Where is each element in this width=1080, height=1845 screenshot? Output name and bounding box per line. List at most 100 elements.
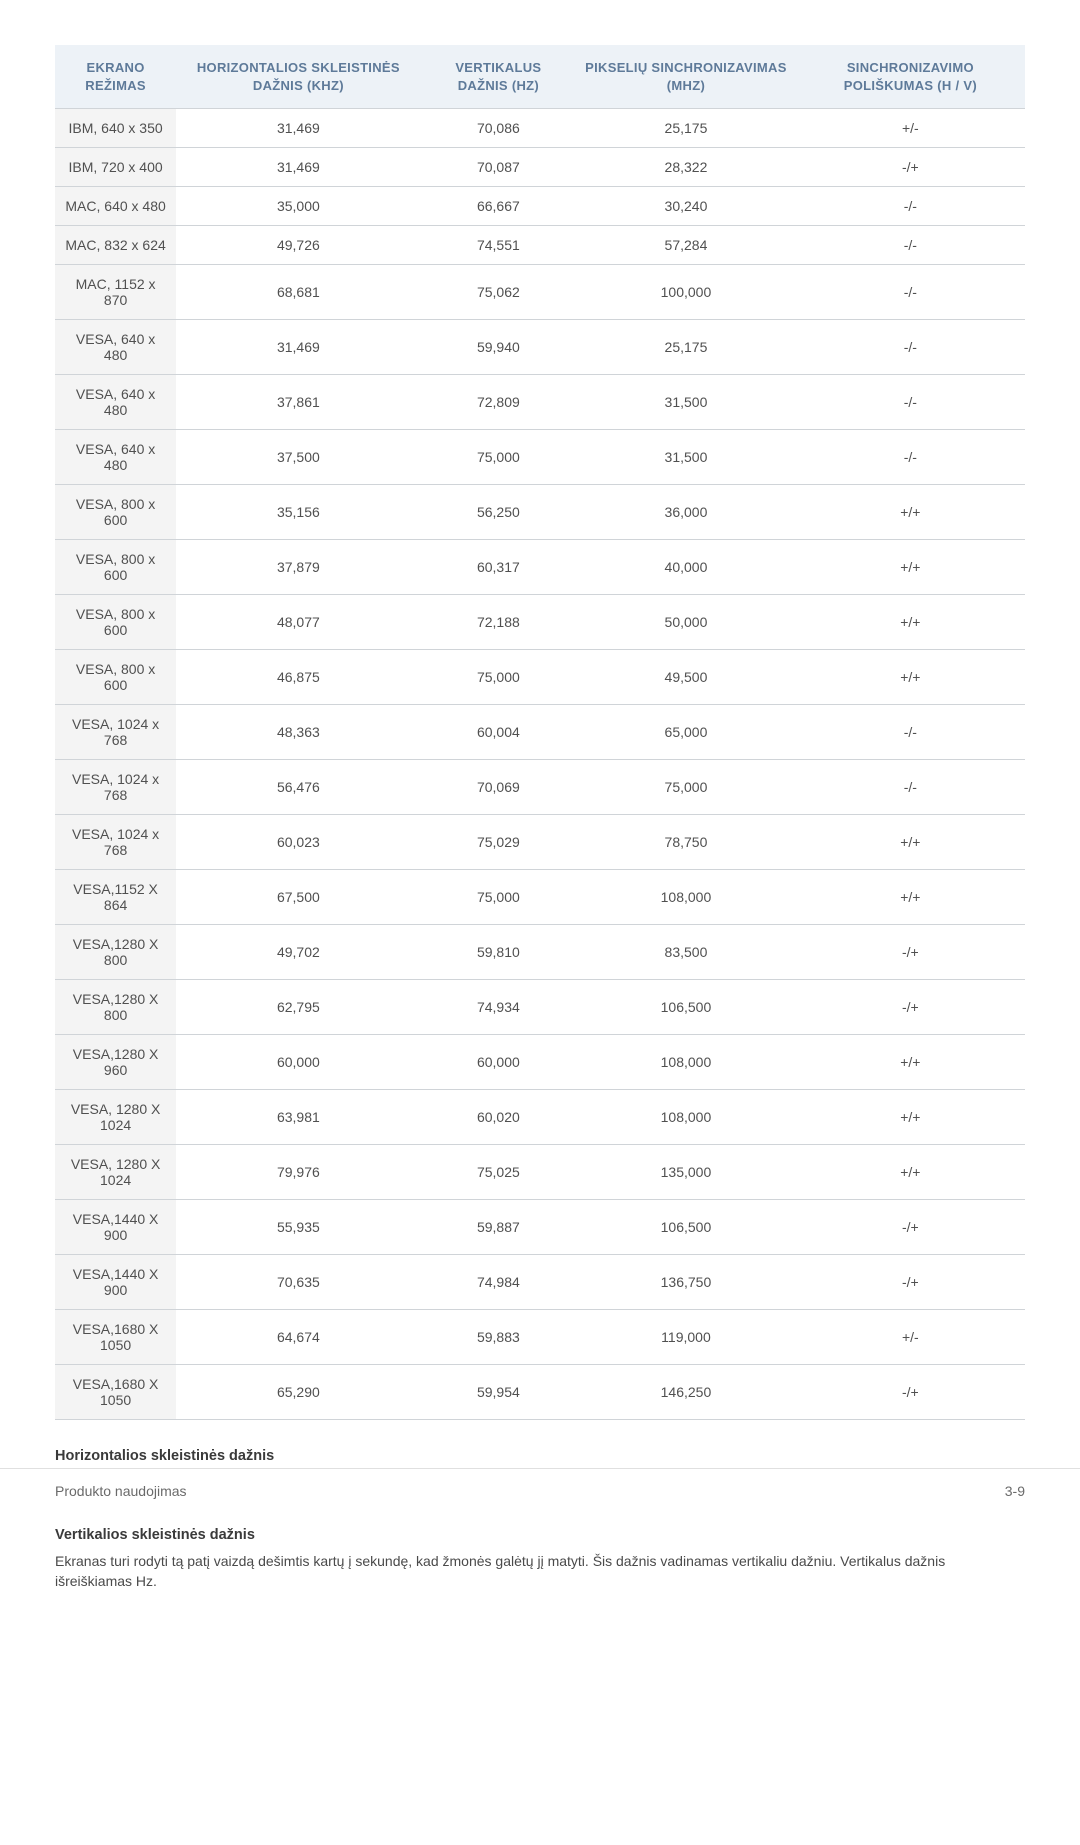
section-title-vertical: Vertikalios skleistinės dažnis [55, 1527, 1025, 1543]
table-cell: 60,004 [421, 705, 577, 760]
table-cell: 59,810 [421, 925, 577, 980]
table-row: VESA,1440 X 90055,93559,887106,500-/+ [55, 1200, 1025, 1255]
table-row: VESA, 1024 x 76860,02375,02978,750+/+ [55, 815, 1025, 870]
table-body: IBM, 640 x 35031,46970,08625,175+/-IBM, … [55, 109, 1025, 1420]
table-cell: -/+ [796, 1200, 1025, 1255]
table-cell: 55,935 [176, 1200, 420, 1255]
table-cell: 57,284 [576, 226, 796, 265]
table-row: IBM, 640 x 35031,46970,08625,175+/- [55, 109, 1025, 148]
table-cell: -/+ [796, 148, 1025, 187]
table-row: VESA, 1280 X 102479,97675,025135,000+/+ [55, 1145, 1025, 1200]
table-cell: 37,879 [176, 540, 420, 595]
table-cell: +/+ [796, 1090, 1025, 1145]
table-cell: 60,000 [176, 1035, 420, 1090]
section-title-horizontal: Horizontalios skleistinės dažnis [55, 1448, 1025, 1464]
table-cell: 74,934 [421, 980, 577, 1035]
table-row: IBM, 720 x 40031,46970,08728,322-/+ [55, 148, 1025, 187]
table-row: VESA, 1024 x 76848,36360,00465,000-/- [55, 705, 1025, 760]
table-cell: 60,000 [421, 1035, 577, 1090]
table-cell: 25,175 [576, 320, 796, 375]
table-cell: -/- [796, 320, 1025, 375]
table-cell: +/+ [796, 595, 1025, 650]
table-cell: 60,020 [421, 1090, 577, 1145]
table-cell: VESA,1280 X 800 [55, 925, 176, 980]
section-body-vertical: Ekranas turi rodyti tą patį vaizdą dešim… [55, 1551, 1025, 1592]
table-row: MAC, 1152 x 87068,68175,062100,000-/- [55, 265, 1025, 320]
table-cell: VESA,1680 X 1050 [55, 1365, 176, 1420]
table-cell: 31,469 [176, 109, 420, 148]
table-cell: -/- [796, 187, 1025, 226]
table-row: VESA, 640 x 48037,86172,80931,500-/- [55, 375, 1025, 430]
table-cell: +/+ [796, 540, 1025, 595]
table-row: VESA,1152 X 86467,50075,000108,000+/+ [55, 870, 1025, 925]
table-row: VESA, 1280 X 102463,98160,020108,000+/+ [55, 1090, 1025, 1145]
table-cell: 48,077 [176, 595, 420, 650]
table-cell: 56,250 [421, 485, 577, 540]
table-cell: 74,984 [421, 1255, 577, 1310]
table-cell: VESA, 800 x 600 [55, 595, 176, 650]
table-cell: 59,887 [421, 1200, 577, 1255]
table-cell: -/- [796, 430, 1025, 485]
table-cell: -/- [796, 226, 1025, 265]
table-cell: VESA, 800 x 600 [55, 485, 176, 540]
table-cell: -/- [796, 705, 1025, 760]
table-row: VESA, 800 x 60035,15656,25036,000+/+ [55, 485, 1025, 540]
table-cell: 37,500 [176, 430, 420, 485]
table-cell: IBM, 640 x 350 [55, 109, 176, 148]
table-cell: 100,000 [576, 265, 796, 320]
table-cell: 108,000 [576, 1035, 796, 1090]
table-cell: 108,000 [576, 870, 796, 925]
table-cell: VESA,1680 X 1050 [55, 1310, 176, 1365]
table-cell: 135,000 [576, 1145, 796, 1200]
table-cell: VESA, 800 x 600 [55, 540, 176, 595]
table-row: VESA, 800 x 60046,87575,00049,500+/+ [55, 650, 1025, 705]
table-cell: 78,750 [576, 815, 796, 870]
table-cell: -/- [796, 375, 1025, 430]
table-cell: +/+ [796, 815, 1025, 870]
table-cell: 72,188 [421, 595, 577, 650]
col-header: PIKSELIŲ SINCHRONIZAVIMAS (MHZ) [576, 45, 796, 109]
table-cell: VESA, 640 x 480 [55, 375, 176, 430]
table-cell: VESA, 1024 x 768 [55, 760, 176, 815]
table-cell: 49,726 [176, 226, 420, 265]
table-cell: 59,954 [421, 1365, 577, 1420]
table-row: VESA,1680 X 105064,67459,883119,000+/- [55, 1310, 1025, 1365]
col-header: SINCHRONIZAVIMO POLIŠKUMAS (H / V) [796, 45, 1025, 109]
table-header: EKRANO REŽIMAS HORIZONTALIOS SKLEISTINĖS… [55, 45, 1025, 109]
table-row: VESA,1680 X 105065,29059,954146,250-/+ [55, 1365, 1025, 1420]
table-row: VESA,1440 X 90070,63574,984136,750-/+ [55, 1255, 1025, 1310]
table-cell: 49,702 [176, 925, 420, 980]
table-cell: VESA, 1024 x 768 [55, 705, 176, 760]
table-cell: 70,086 [421, 109, 577, 148]
page-footer: Produkto naudojimas 3-9 [0, 1468, 1080, 1527]
table-row: VESA, 640 x 48031,46959,94025,175-/- [55, 320, 1025, 375]
table-cell: 106,500 [576, 980, 796, 1035]
table-cell: 70,069 [421, 760, 577, 815]
table-cell: +/+ [796, 1145, 1025, 1200]
table-cell: 31,469 [176, 148, 420, 187]
table-cell: 75,025 [421, 1145, 577, 1200]
table-cell: MAC, 640 x 480 [55, 187, 176, 226]
table-cell: 65,290 [176, 1365, 420, 1420]
timing-table: EKRANO REŽIMAS HORIZONTALIOS SKLEISTINĖS… [55, 45, 1025, 1420]
table-cell: 56,476 [176, 760, 420, 815]
table-cell: 31,469 [176, 320, 420, 375]
table-cell: 60,317 [421, 540, 577, 595]
table-cell: 74,551 [421, 226, 577, 265]
table-cell: 108,000 [576, 1090, 796, 1145]
table-cell: 63,981 [176, 1090, 420, 1145]
table-cell: 30,240 [576, 187, 796, 226]
table-cell: 37,861 [176, 375, 420, 430]
table-cell: VESA, 1280 X 1024 [55, 1090, 176, 1145]
table-row: VESA, 640 x 48037,50075,00031,500-/- [55, 430, 1025, 485]
table-cell: 65,000 [576, 705, 796, 760]
table-cell: 62,795 [176, 980, 420, 1035]
table-cell: 75,000 [421, 650, 577, 705]
table-cell: 70,635 [176, 1255, 420, 1310]
table-cell: -/+ [796, 1255, 1025, 1310]
table-row: VESA, 1024 x 76856,47670,06975,000-/- [55, 760, 1025, 815]
table-cell: 75,000 [421, 430, 577, 485]
table-cell: -/- [796, 265, 1025, 320]
table-cell: -/- [796, 760, 1025, 815]
table-cell: 72,809 [421, 375, 577, 430]
